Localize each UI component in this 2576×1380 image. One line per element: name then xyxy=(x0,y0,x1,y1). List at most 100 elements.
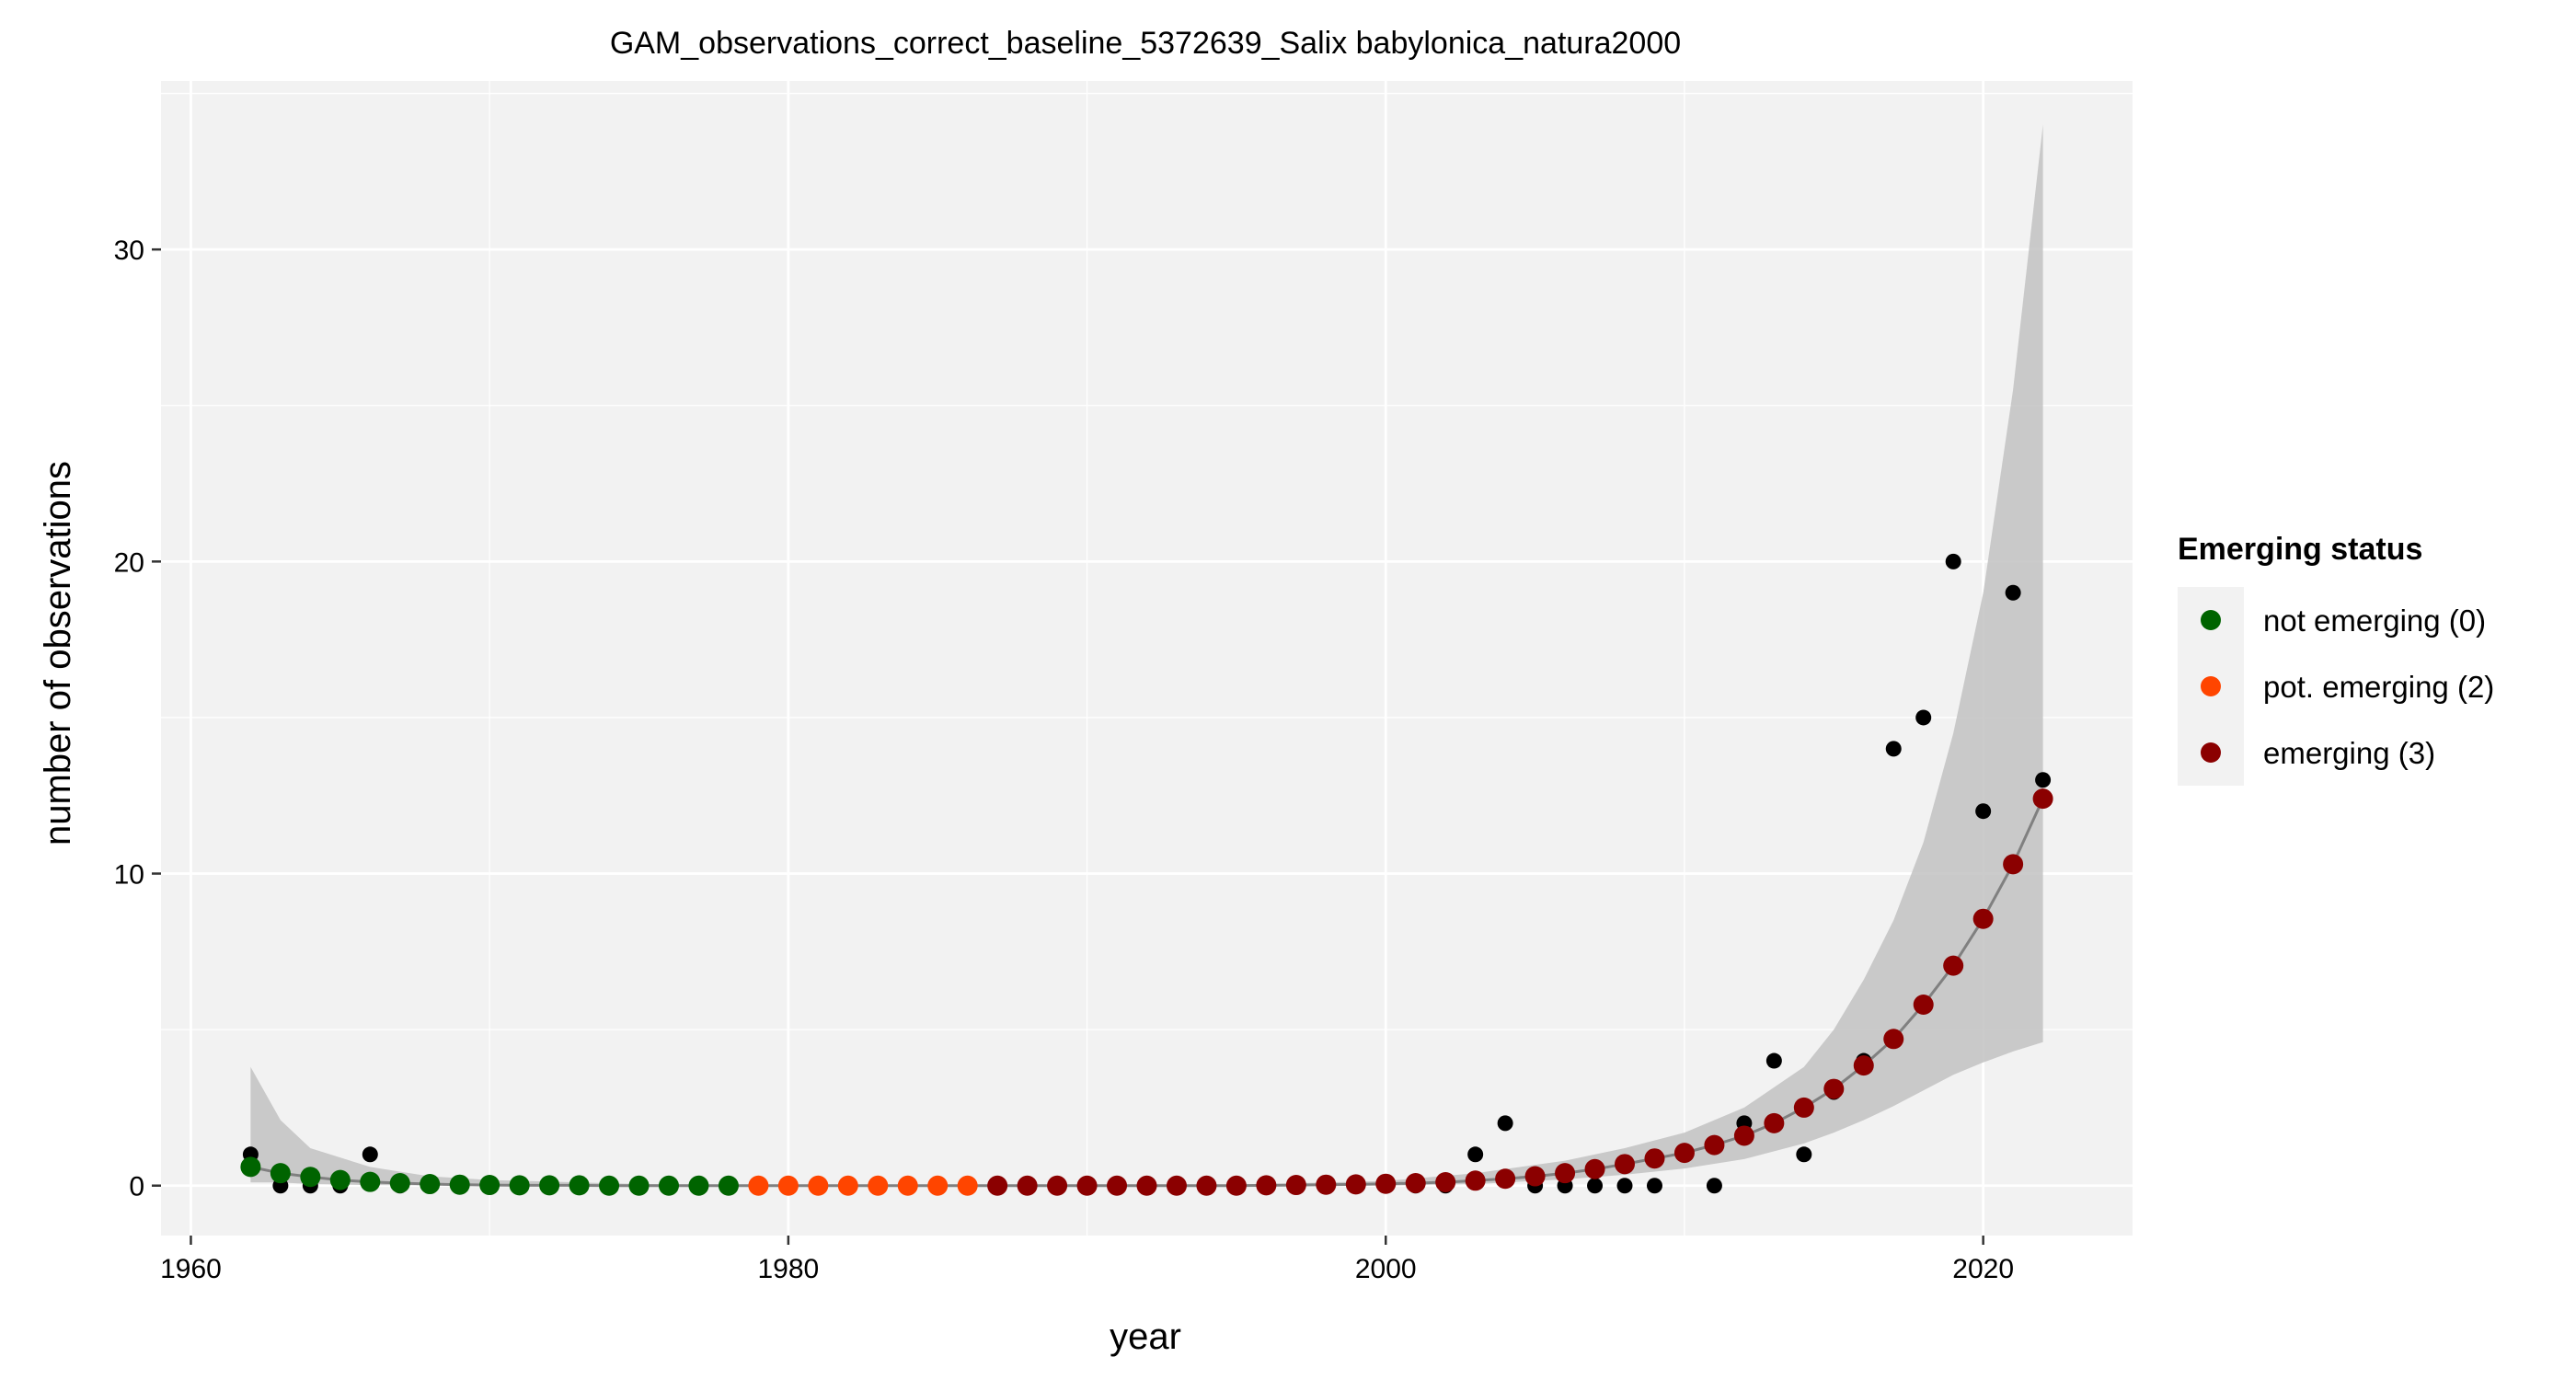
confidence-band xyxy=(250,124,2043,1186)
fitted-status-point xyxy=(718,1175,739,1196)
legend-key-dot xyxy=(2201,610,2221,630)
fitted-status-point xyxy=(449,1174,470,1195)
fitted-status-point xyxy=(329,1169,351,1190)
fitted-status-point xyxy=(270,1163,291,1184)
x-tick-label: 1980 xyxy=(757,1254,819,1284)
fitted-status-point xyxy=(897,1175,918,1196)
fitted-status-point xyxy=(240,1156,261,1178)
observed-point xyxy=(1915,709,1932,726)
y-axis-title: number of observations xyxy=(38,461,78,845)
fitted-status-point xyxy=(569,1175,590,1196)
fitted-status-point xyxy=(1256,1175,1277,1196)
fitted-status-point xyxy=(1644,1148,1665,1169)
observed-point xyxy=(2005,584,2021,601)
fitted-status-point xyxy=(1107,1175,1128,1196)
fitted-status-point xyxy=(748,1175,769,1196)
observed-point xyxy=(2035,772,2052,788)
fitted-status-point xyxy=(1017,1175,1038,1196)
fitted-status-point xyxy=(628,1175,650,1196)
observed-point xyxy=(1706,1178,1722,1194)
fitted-status-point xyxy=(420,1174,441,1195)
fitted-status-point xyxy=(1316,1174,1337,1195)
fitted-status-point xyxy=(1166,1175,1187,1196)
fitted-status-point xyxy=(1793,1097,1814,1118)
y-tick-label: 30 xyxy=(114,236,144,266)
observed-point xyxy=(1646,1178,1662,1194)
fitted-status-point xyxy=(658,1175,679,1196)
fitted-status-point xyxy=(987,1175,1008,1196)
fitted-status-point xyxy=(2032,788,2053,810)
observed-point xyxy=(1765,1052,1782,1069)
observed-point xyxy=(1796,1146,1812,1163)
fitted-status-point xyxy=(1225,1175,1247,1196)
fitted-status-point xyxy=(868,1175,889,1196)
fitted-status-point xyxy=(1584,1158,1605,1179)
fitted-status-points xyxy=(240,788,2053,1196)
fitted-status-point xyxy=(1913,995,1934,1015)
fitted-status-point xyxy=(479,1175,500,1196)
fitted-status-point xyxy=(360,1171,381,1192)
observed-point xyxy=(1945,553,1961,569)
fitted-status-point xyxy=(1733,1125,1754,1146)
x-tick-label: 2020 xyxy=(1952,1254,2014,1284)
legend-key-dot xyxy=(2201,742,2221,763)
fitted-status-point xyxy=(2003,854,2024,875)
observed-point xyxy=(1467,1146,1484,1163)
observed-point xyxy=(1587,1178,1604,1194)
observed-point xyxy=(1497,1115,1513,1132)
fitted-status-point xyxy=(1136,1175,1157,1196)
fitted-status-point xyxy=(1764,1112,1785,1133)
fitted-status-point xyxy=(1196,1175,1217,1196)
fitted-status-point xyxy=(389,1173,410,1194)
fitted-status-point xyxy=(1465,1170,1486,1191)
fitted-status-point xyxy=(1943,955,1964,976)
fitted-status-point xyxy=(837,1175,858,1196)
x-axis-title: year xyxy=(1110,1317,1181,1357)
fitted-status-point xyxy=(1047,1175,1068,1196)
confidence-band-area xyxy=(250,124,2043,1186)
fitted-status-point xyxy=(1853,1055,1874,1076)
y-tick-label: 10 xyxy=(114,860,144,891)
fitted-status-point xyxy=(1285,1175,1306,1196)
fitted-status-point xyxy=(777,1175,799,1196)
x-tick-label: 2000 xyxy=(1355,1254,1417,1284)
observed-point xyxy=(1975,803,1992,820)
fitted-status-point xyxy=(688,1175,709,1196)
fitted-status-point xyxy=(509,1175,530,1196)
fitted-status-point xyxy=(957,1175,978,1196)
fitted-status-point xyxy=(1405,1173,1426,1194)
fitted-status-point xyxy=(1823,1078,1845,1099)
chart-title: GAM_observations_correct_baseline_537263… xyxy=(610,26,1681,61)
fitted-status-point xyxy=(1615,1154,1636,1175)
fitted-status-point xyxy=(1375,1173,1397,1194)
legend-item-label: emerging (3) xyxy=(2263,736,2435,770)
legend-item-label: pot. emerging (2) xyxy=(2263,670,2494,704)
legend-item-label: not emerging (0) xyxy=(2263,604,2486,638)
fitted-status-point xyxy=(1495,1168,1516,1190)
fitted-status-point xyxy=(1673,1143,1695,1164)
fitted-status-point xyxy=(1524,1166,1546,1187)
observed-point xyxy=(362,1146,378,1163)
fitted-status-point xyxy=(1883,1029,1904,1050)
x-tick-label: 1960 xyxy=(160,1254,222,1284)
fitted-status-point xyxy=(927,1175,949,1196)
fitted-status-point xyxy=(808,1175,829,1196)
fitted-status-point xyxy=(1435,1171,1456,1192)
fitted-status-point xyxy=(599,1175,620,1196)
fitted-status-point xyxy=(300,1167,321,1188)
fitted-status-point xyxy=(1704,1134,1725,1156)
observed-point xyxy=(1616,1178,1633,1194)
axes: 1960 1980 2000 2020 0 10 20 30 xyxy=(114,236,2014,1284)
fitted-status-point xyxy=(1972,908,1994,929)
y-tick-label: 20 xyxy=(114,547,144,578)
legend: Emerging status not emerging (0) pot. eme… xyxy=(2178,532,2494,786)
fitted-status-point xyxy=(539,1175,560,1196)
observed-point xyxy=(1885,741,1902,757)
legend-title: Emerging status xyxy=(2178,532,2422,567)
fitted-status-point xyxy=(1345,1174,1366,1195)
fitted-status-point xyxy=(1555,1163,1576,1184)
fitted-status-point xyxy=(1076,1175,1098,1196)
y-tick-label: 0 xyxy=(129,1172,144,1202)
legend-key-dot xyxy=(2201,676,2221,696)
